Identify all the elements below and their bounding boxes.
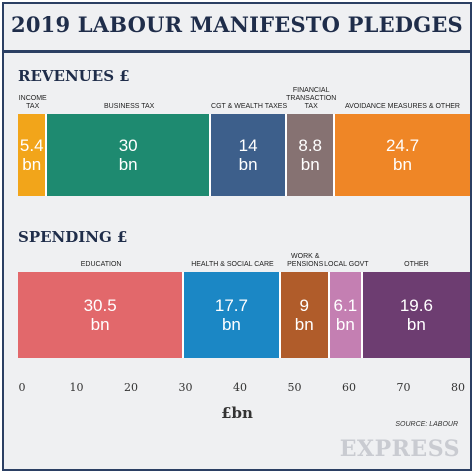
x-tick-label: 50 xyxy=(287,381,302,394)
x-tick-label: 70 xyxy=(396,381,411,394)
category-label-financial-transaction-tax: FINANCIAL TRANSACTION TAX xyxy=(286,87,337,110)
spending-title: SPENDING £ xyxy=(18,228,128,246)
value-text: 8.8 xyxy=(298,136,323,155)
source-note: SOURCE: LABOUR xyxy=(395,421,458,428)
data-label: 14 bn xyxy=(239,136,258,174)
value-text: 5.4 xyxy=(19,136,44,155)
axis-unit-label: £bn xyxy=(221,404,253,422)
value-text: 9 xyxy=(299,296,309,315)
page-title: 2019 LABOUR MANIFESTO PLEDGES xyxy=(11,12,463,37)
title-bar: 2019 LABOUR MANIFESTO PLEDGES xyxy=(4,4,470,50)
x-tick-label: 60 xyxy=(342,381,356,394)
value-text: 19.6 xyxy=(399,296,433,315)
bar-segment-avoidance-measures-and-other: 24.7 bn xyxy=(335,114,470,196)
unit-text: bn xyxy=(22,155,42,174)
category-label-avoidance-measures-and-other: AVOIDANCE MEASURES & OTHER xyxy=(344,103,460,110)
category-label-education: EDUCATION xyxy=(80,261,122,268)
category-label-local-govt: LOCAL GOVT xyxy=(324,261,369,268)
x-tick-label: 80 xyxy=(451,381,465,394)
data-label: 8.8 bn xyxy=(298,136,322,174)
bar-segment-work-and-pensions: 9 bn xyxy=(280,272,330,358)
x-tick-label: 30 xyxy=(178,381,193,394)
value-text: 30 xyxy=(118,136,138,155)
value-text: 30.5 xyxy=(83,296,117,315)
category-label-cgt-and-wealth-taxes: CGT & WEALTH TAXES xyxy=(211,103,288,110)
unit-text: bn xyxy=(90,315,110,334)
data-label: 24.7 bn xyxy=(386,136,419,174)
x-tick-label: 40 xyxy=(233,381,247,394)
unit-text: bn xyxy=(300,155,320,174)
express-logo: EXPRESS xyxy=(339,436,460,462)
data-label: 19.6 bn xyxy=(400,296,433,334)
bar-segment-income-tax: 5.4 bn xyxy=(18,114,48,196)
unit-text: bn xyxy=(238,155,258,174)
data-label: 17.7 bn xyxy=(215,296,248,334)
bar-segment-health-and-social-care: 17.7 bn xyxy=(184,272,281,358)
data-label: 5.4 bn xyxy=(20,136,44,174)
unit-text: bn xyxy=(221,315,241,334)
unit-text: bn xyxy=(294,315,314,334)
category-label-health-and-social-care: HEALTH & SOCIAL CARE xyxy=(191,261,274,268)
unit-text: bn xyxy=(393,155,412,174)
category-label-other: OTHER xyxy=(404,261,429,268)
unit-text: bn xyxy=(406,315,426,334)
category-label-business-tax: BUSINESS TAX xyxy=(104,103,155,110)
data-label: 9 bn xyxy=(295,296,314,334)
bar-segment-local-govt: 6.1 bn xyxy=(329,272,363,358)
title-rule xyxy=(4,50,470,53)
bar-segment-education: 30.5 bn xyxy=(18,272,185,358)
unit-text: bn xyxy=(118,155,138,174)
data-label: 6.1 bn xyxy=(334,296,358,334)
revenues-title: REVENUES £ xyxy=(18,67,130,85)
category-label-income-tax: INCOME TAX xyxy=(18,95,47,110)
bar-segment-financial-transaction-tax: 8.8 bn xyxy=(287,114,336,196)
value-text: 6.1 xyxy=(333,296,358,315)
bar-segment-business-tax: 30 bn xyxy=(47,114,211,196)
unit-text: bn xyxy=(335,315,355,334)
x-tick-label: 20 xyxy=(124,381,138,394)
value-text: 17.7 xyxy=(214,296,248,315)
bar-segment-other: 19.6 bn xyxy=(362,272,470,358)
data-label: 30.5 bn xyxy=(84,296,117,334)
value-text: 14 xyxy=(238,136,258,155)
value-text: 24.7 xyxy=(385,136,420,155)
category-label-work-and-pensions: WORK & PENSIONS xyxy=(287,253,324,268)
x-tick-label: 10 xyxy=(69,381,84,394)
data-label: 30 bn xyxy=(119,136,138,174)
x-tick-label: 0 xyxy=(18,381,26,394)
bar-segment-cgt-and-wealth-taxes: 14 bn xyxy=(210,114,288,196)
